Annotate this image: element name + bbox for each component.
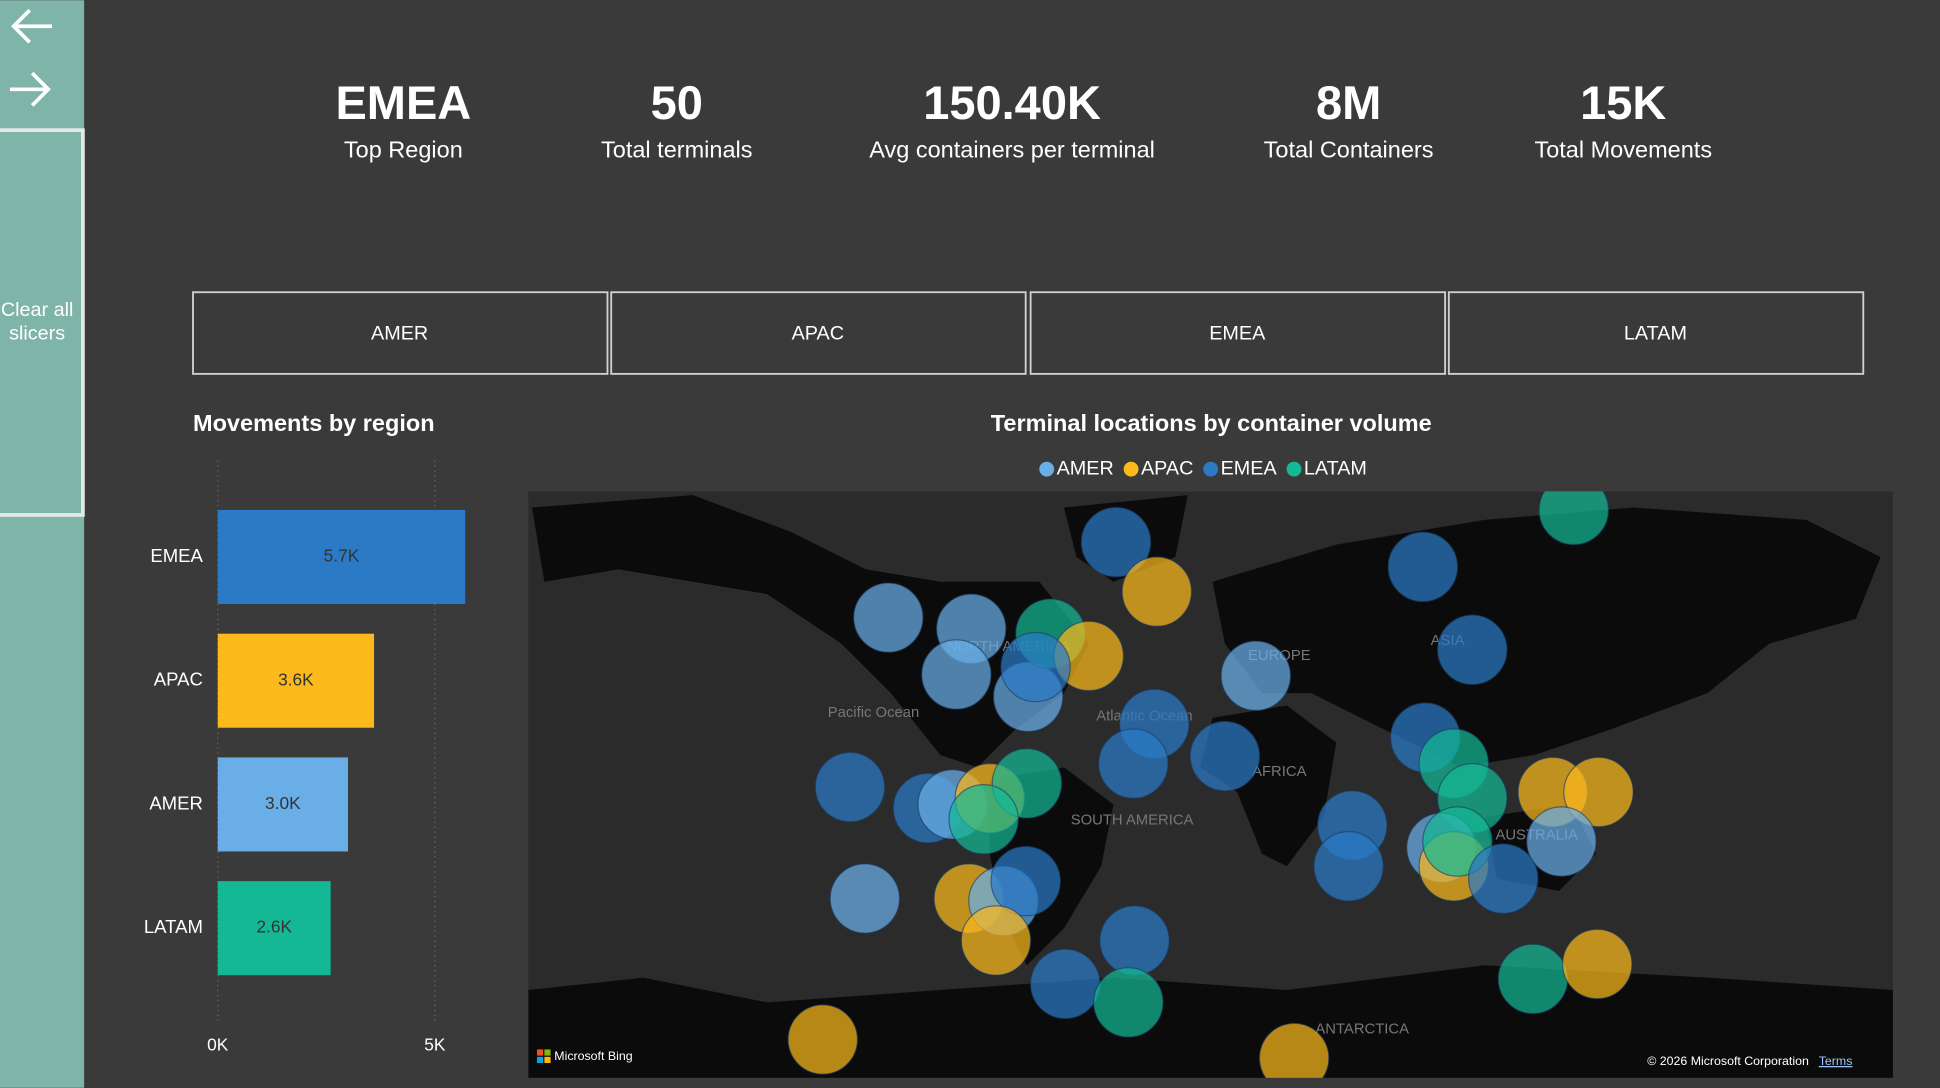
map-bubble (1258, 1022, 1330, 1078)
legend-label: AMER (1057, 457, 1114, 479)
map-bubble (814, 751, 886, 823)
map-bubble (1093, 967, 1164, 1038)
map-label: SOUTH AMERICA (1071, 812, 1194, 828)
data-label: 3.6K (278, 669, 314, 689)
legend-swatch (1203, 461, 1219, 477)
data-label: 5.7K (324, 546, 360, 566)
bar (217, 509, 466, 605)
map-bubble (1563, 756, 1634, 828)
map-bubble (1538, 491, 1610, 546)
kpi-value: 15K (1580, 76, 1666, 129)
kpi-value: 150.40K (923, 76, 1101, 129)
back-arrow[interactable] (10, 8, 52, 44)
y-tick-label: APAC (154, 669, 203, 690)
map-bubble (1497, 943, 1569, 1015)
map-label: Pacific Ocean (828, 705, 919, 721)
y-tick-label: EMEA (150, 545, 203, 566)
map-bubble (1467, 843, 1539, 914)
map-bubble (960, 905, 1032, 976)
slicer-label: AMER (371, 323, 428, 345)
map-title: Terminal locations by container volume (991, 410, 1432, 436)
bar (217, 633, 375, 728)
bing-logo (544, 1049, 551, 1056)
kpi-label: Avg containers per terminal (869, 136, 1155, 162)
map-bubble (1437, 614, 1508, 686)
map-brand: Microsoft Bing (554, 1049, 632, 1063)
x-tick-label: 5K (424, 1034, 446, 1054)
map-bubble (1189, 720, 1261, 792)
map-bubble (990, 845, 1061, 917)
legend-swatch (1123, 461, 1139, 477)
slicer-label: EMEA (1209, 323, 1266, 345)
map: Pacific OceanAtlantic OceanNORTH AMERICA… (528, 491, 1893, 1078)
slicer-label: LATAM (1624, 323, 1687, 345)
clear-label: Clear all (1, 299, 74, 321)
map-bubble (1099, 905, 1170, 976)
x-tick-label: 0K (207, 1034, 229, 1054)
slicer-label: APAC (792, 323, 844, 345)
kpi-label: Total Containers (1264, 136, 1434, 162)
map-bubble (921, 639, 992, 710)
forward-arrow[interactable] (9, 71, 51, 107)
bing-logo (544, 1056, 551, 1064)
map-bubble (1387, 531, 1459, 603)
map-bubble (1030, 948, 1101, 1020)
map-bubble (853, 582, 924, 653)
data-label: 3.0K (265, 793, 301, 813)
map-bubble (1526, 806, 1597, 877)
bing-logo (536, 1056, 544, 1064)
bar (217, 757, 348, 852)
legend-swatch (1039, 461, 1055, 477)
bing-logo (536, 1049, 544, 1056)
chart-title: Movements by region (193, 410, 435, 436)
kpi-value: 8M (1316, 76, 1381, 129)
map-bubble (787, 1004, 859, 1075)
map-bubble (1313, 831, 1384, 902)
map-bubble (1000, 631, 1071, 703)
kpi-value: EMEA (335, 76, 471, 129)
map-label: AFRICA (1252, 764, 1306, 780)
map-bubble (1220, 640, 1292, 712)
legend-label: APAC (1141, 457, 1193, 479)
bar (217, 881, 331, 976)
legend-label: EMEA (1221, 457, 1278, 479)
slicer-button[interactable] (1447, 291, 1865, 375)
map-bubble (1098, 728, 1169, 799)
legend-label: LATAM (1304, 457, 1367, 479)
land (1212, 507, 1881, 768)
map-bubble (1121, 556, 1193, 627)
legend-swatch (1286, 461, 1302, 477)
map-copyright: © 2026 Microsoft Corporation (1647, 1054, 1809, 1068)
kpi-label: Total Movements (1534, 136, 1712, 162)
map-bubble (948, 784, 1019, 855)
sidebar (0, 0, 85, 1088)
kpi-label: Top Region (344, 136, 463, 162)
kpi-label: Total terminals (601, 136, 753, 162)
y-tick-label: AMER (149, 792, 203, 813)
y-tick-label: LATAM (144, 916, 203, 937)
map-label: ANTARCTICA (1315, 1022, 1409, 1038)
clear-label: slicers (9, 323, 65, 345)
data-label: 2.6K (256, 917, 292, 937)
slicer-button[interactable] (192, 291, 609, 375)
slicer-button[interactable] (610, 291, 1027, 375)
clear-button[interactable] (0, 128, 85, 517)
map-bubble (1562, 928, 1633, 1000)
slicer-button[interactable] (1029, 291, 1447, 375)
map-terms[interactable]: Terms (1819, 1054, 1853, 1068)
map-bubble (829, 863, 901, 934)
map-bubble (1080, 506, 1152, 578)
kpi-value: 50 (651, 76, 703, 129)
